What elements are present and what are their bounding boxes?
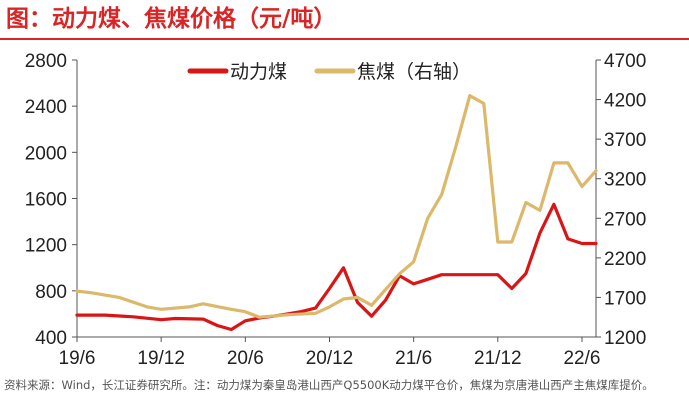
- chart-legend: 动力煤 焦煤（右轴）: [187, 61, 471, 83]
- left-tick-label: 2000: [25, 143, 67, 164]
- x-tick-label: 21/6: [395, 348, 432, 369]
- title-divider: [0, 38, 689, 40]
- x-tick-label: 19/6: [59, 348, 96, 369]
- x-tick-label: 21/12: [474, 348, 522, 369]
- chart-ticks: 2800 2400 2000 1600 1200 800 400 4700 4200 3700 32…: [25, 51, 647, 369]
- left-tick-label: 400: [35, 328, 67, 349]
- source-footnote: 资料来源：Wind，长江证券研究所。注：动力煤为秦皇岛港山西产Q5500K动力煤…: [4, 378, 654, 392]
- coking-coal-line: [75, 93, 598, 319]
- x-tick-label: 20/12: [306, 348, 354, 369]
- right-tick-label: 1200: [604, 328, 646, 349]
- left-tick-label: 2800: [25, 51, 67, 72]
- left-tick-label: 1200: [25, 236, 67, 257]
- right-tick-label: 3200: [604, 170, 646, 191]
- left-tick-label: 800: [35, 282, 67, 303]
- right-tick-label: 4700: [604, 51, 646, 72]
- thermal-coal-line: [75, 202, 598, 332]
- right-tick-label: 2200: [604, 249, 646, 270]
- chart-series: [75, 93, 598, 332]
- right-tick-label: 4200: [604, 91, 646, 112]
- chart-axes: [76, 60, 597, 338]
- right-tick-label: 1700: [604, 288, 646, 309]
- page-title: 图：动力煤、焦煤价格（元/吨）: [6, 6, 337, 32]
- x-tick-label: 22/6: [563, 348, 600, 369]
- legend-coking-coal-label: 焦煤（右轴）: [357, 61, 471, 83]
- legend-thermal-coal-label: 动力煤: [230, 61, 287, 83]
- x-tick-label: 20/6: [227, 348, 264, 369]
- right-tick-label: 3700: [604, 130, 646, 151]
- left-tick-label: 2400: [25, 97, 67, 118]
- x-tick-label: 19/12: [137, 348, 185, 369]
- left-tick-label: 1600: [25, 190, 67, 211]
- right-tick-label: 2700: [604, 209, 646, 230]
